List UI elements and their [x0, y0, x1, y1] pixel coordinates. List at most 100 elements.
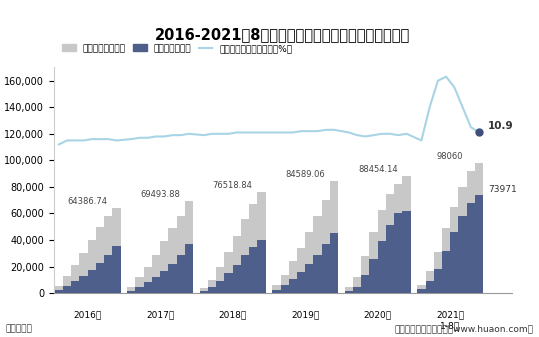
- Bar: [459, 187, 467, 293]
- Bar: [403, 211, 411, 293]
- Text: 单位：亿元: 单位：亿元: [5, 325, 32, 334]
- Text: 2017年: 2017年: [146, 310, 174, 319]
- Bar: [280, 275, 289, 293]
- Bar: [216, 281, 224, 293]
- Bar: [71, 265, 79, 293]
- Text: 制图：华经产业研究院（www.huaon.com）: 制图：华经产业研究院（www.huaon.com）: [395, 325, 534, 334]
- Bar: [297, 248, 305, 293]
- Text: 84589.06: 84589.06: [285, 170, 325, 179]
- Text: 2016年: 2016年: [73, 310, 102, 319]
- Bar: [88, 270, 96, 293]
- Bar: [177, 255, 185, 293]
- Bar: [127, 290, 135, 293]
- Bar: [361, 275, 370, 293]
- Bar: [289, 279, 297, 293]
- Bar: [160, 241, 168, 293]
- Bar: [200, 288, 208, 293]
- Bar: [63, 286, 71, 293]
- Bar: [144, 267, 152, 293]
- Bar: [249, 247, 258, 293]
- Bar: [96, 227, 104, 293]
- Text: 88454.14: 88454.14: [358, 165, 398, 174]
- Bar: [345, 286, 353, 293]
- Bar: [442, 251, 450, 293]
- Bar: [200, 290, 208, 293]
- Bar: [113, 246, 121, 293]
- Bar: [417, 289, 425, 293]
- Text: 73971: 73971: [488, 185, 516, 194]
- Bar: [96, 263, 104, 293]
- Bar: [79, 276, 88, 293]
- Bar: [208, 286, 216, 293]
- Bar: [55, 286, 63, 293]
- Text: 64386.74: 64386.74: [68, 197, 108, 206]
- Bar: [289, 261, 297, 293]
- Bar: [475, 195, 483, 293]
- Bar: [177, 216, 185, 293]
- Bar: [168, 228, 177, 293]
- Text: 69493.88: 69493.88: [140, 190, 180, 199]
- Bar: [135, 286, 144, 293]
- Bar: [152, 255, 160, 293]
- Bar: [88, 240, 96, 293]
- Bar: [258, 191, 266, 293]
- Bar: [330, 234, 338, 293]
- Bar: [71, 281, 79, 293]
- Bar: [233, 265, 241, 293]
- Bar: [160, 271, 168, 293]
- Bar: [104, 216, 113, 293]
- Bar: [330, 181, 338, 293]
- Bar: [467, 203, 475, 293]
- Bar: [314, 255, 322, 293]
- Bar: [241, 219, 249, 293]
- Bar: [127, 286, 135, 293]
- Bar: [475, 163, 483, 293]
- Bar: [442, 228, 450, 293]
- Text: 2019年: 2019年: [291, 310, 319, 319]
- Bar: [305, 264, 314, 293]
- Text: 98060: 98060: [437, 152, 464, 161]
- Bar: [370, 232, 378, 293]
- Bar: [297, 272, 305, 293]
- Bar: [224, 252, 233, 293]
- Bar: [185, 244, 193, 293]
- Bar: [386, 225, 394, 293]
- Bar: [378, 210, 386, 293]
- Bar: [272, 290, 280, 293]
- Bar: [353, 286, 361, 293]
- Bar: [152, 277, 160, 293]
- Bar: [216, 267, 224, 293]
- Bar: [258, 240, 266, 293]
- Bar: [322, 244, 330, 293]
- Bar: [434, 252, 442, 293]
- Bar: [361, 256, 370, 293]
- Text: 10.9: 10.9: [488, 121, 514, 131]
- Bar: [185, 201, 193, 293]
- Bar: [459, 216, 467, 293]
- Bar: [79, 253, 88, 293]
- Bar: [450, 207, 459, 293]
- Legend: 房地产累计投资额, 住宅累计投资额, 房地产投资额累计增长（%）: 房地产累计投资额, 住宅累计投资额, 房地产投资额累计增长（%）: [58, 40, 296, 57]
- Bar: [144, 282, 152, 293]
- Point: [475, 130, 483, 135]
- Text: 2018年: 2018年: [219, 310, 247, 319]
- Bar: [63, 276, 71, 293]
- Bar: [314, 216, 322, 293]
- Bar: [233, 236, 241, 293]
- Bar: [345, 290, 353, 293]
- Bar: [386, 193, 394, 293]
- Bar: [305, 232, 314, 293]
- Bar: [241, 255, 249, 293]
- Bar: [280, 285, 289, 293]
- Bar: [403, 176, 411, 293]
- Bar: [224, 273, 233, 293]
- Bar: [370, 259, 378, 293]
- Bar: [450, 232, 459, 293]
- Bar: [55, 290, 63, 293]
- Text: 2016-2021年8月全国房地产投资额及住宅投资统计图: 2016-2021年8月全国房地产投资额及住宅投资统计图: [155, 27, 411, 42]
- Bar: [104, 255, 113, 293]
- Bar: [425, 281, 434, 293]
- Bar: [168, 264, 177, 293]
- Bar: [467, 171, 475, 293]
- Bar: [394, 184, 403, 293]
